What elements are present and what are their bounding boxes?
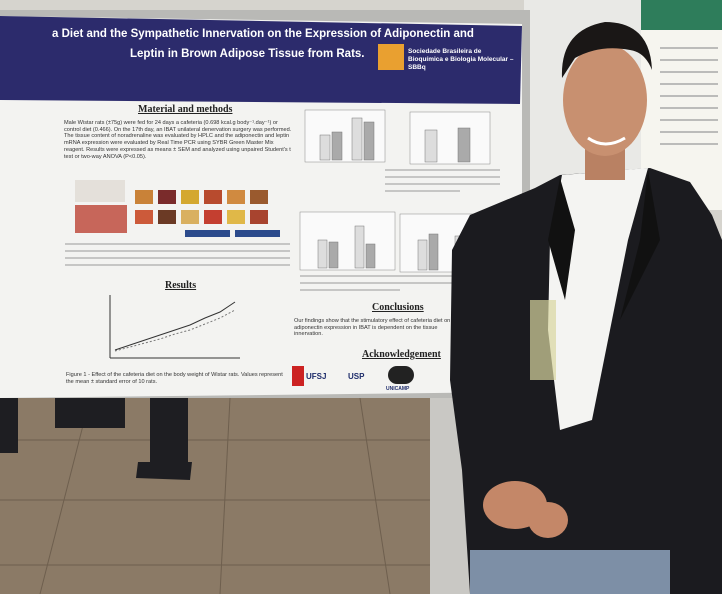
- section-text: Our findings show that the stimulatory e…: [294, 318, 451, 338]
- floor-tiles: [0, 397, 470, 594]
- right-poster-text: [660, 47, 718, 145]
- poster-header: [0, 16, 522, 104]
- section-heading: Conclusions: [372, 302, 424, 313]
- ufsj-logo: [292, 366, 304, 386]
- logo-label: UNICAMP: [386, 386, 410, 392]
- society-name: Sociedade Brasileira de Bioquímica e Bio…: [408, 48, 514, 71]
- section-heading: Results: [165, 280, 197, 291]
- background-people: [0, 398, 192, 480]
- right-poster-header: [641, 0, 722, 30]
- logo-label: USP: [348, 372, 365, 381]
- section-text: Figure 1 - Effect of the cafeteria diet …: [66, 372, 283, 385]
- sbbq-logo: [378, 44, 404, 70]
- section-heading: Acknowledgement: [362, 349, 441, 360]
- section-text: Male Wistar rats (±75g) were fed for 24 …: [64, 120, 292, 160]
- results-chart: [109, 295, 240, 359]
- poster-figures: [299, 109, 496, 273]
- unicamp-logo: [388, 366, 414, 384]
- method-photos: [75, 180, 280, 237]
- poster-title-line: a Diet and the Sympathetic Innervation o…: [52, 28, 474, 40]
- section-heading: Material and methods: [138, 104, 233, 115]
- poster: [0, 16, 522, 398]
- logo-label: UFSJ: [306, 372, 327, 381]
- poster-title-line: Leptin in Brown Adipose Tissue from Rats…: [130, 48, 365, 60]
- reference-lines: [65, 243, 290, 266]
- man: [450, 22, 722, 594]
